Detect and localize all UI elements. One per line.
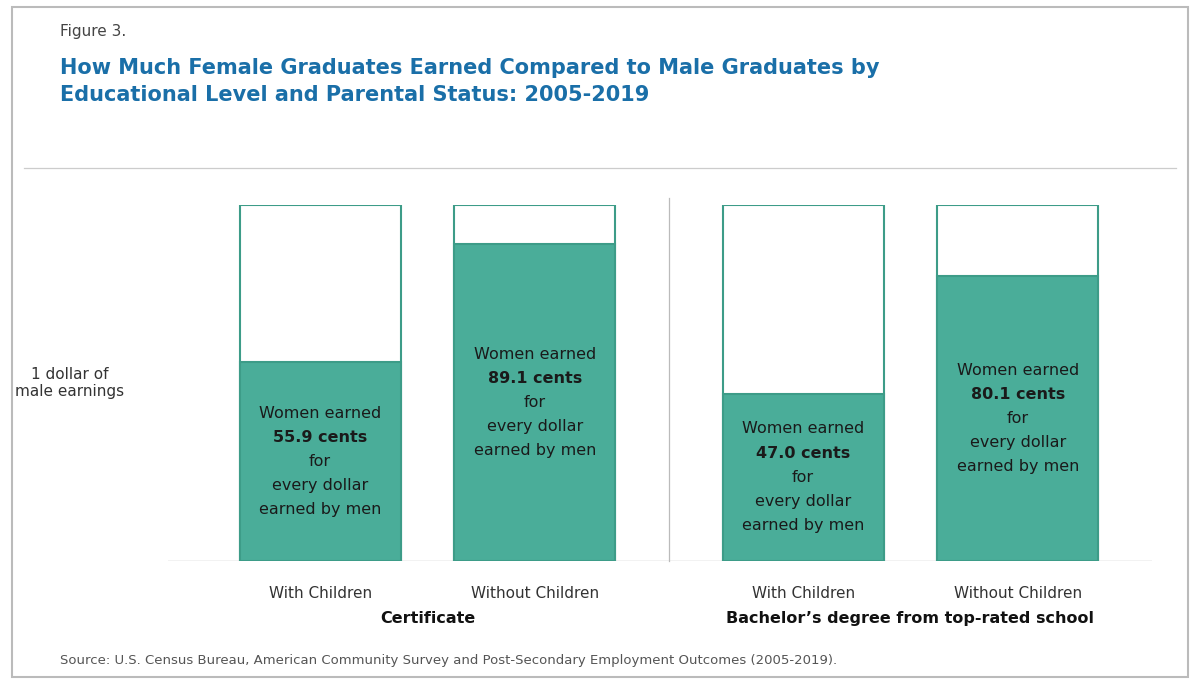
Text: every dollar: every dollar bbox=[487, 419, 583, 434]
Bar bbox=[722, 205, 883, 561]
Text: Women earned: Women earned bbox=[742, 421, 864, 436]
Text: 89.1 cents: 89.1 cents bbox=[487, 371, 582, 386]
Bar bbox=[455, 205, 616, 561]
Text: Without Children: Without Children bbox=[954, 586, 1082, 601]
Text: 55.9 cents: 55.9 cents bbox=[272, 430, 367, 445]
Bar bbox=[240, 205, 401, 561]
Text: With Children: With Children bbox=[751, 586, 854, 601]
Text: Women earned: Women earned bbox=[474, 347, 596, 362]
Text: earned by men: earned by men bbox=[742, 518, 864, 533]
Text: Figure 3.: Figure 3. bbox=[60, 24, 126, 39]
Text: for: for bbox=[310, 454, 331, 469]
Text: for: for bbox=[523, 395, 546, 410]
Text: earned by men: earned by men bbox=[956, 459, 1079, 474]
Bar bbox=[722, 394, 883, 561]
Text: With Children: With Children bbox=[269, 586, 372, 601]
Text: 80.1 cents: 80.1 cents bbox=[971, 386, 1064, 402]
Text: every dollar: every dollar bbox=[755, 494, 851, 509]
Text: Bachelor’s degree from top-rated school: Bachelor’s degree from top-rated school bbox=[726, 611, 1094, 626]
Text: Certificate: Certificate bbox=[379, 611, 475, 626]
Text: earned by men: earned by men bbox=[474, 443, 596, 458]
Text: How Much Female Graduates Earned Compared to Male Graduates by
Educational Level: How Much Female Graduates Earned Compare… bbox=[60, 58, 880, 105]
Text: for: for bbox=[792, 470, 814, 485]
Text: 1 dollar of
male earnings: 1 dollar of male earnings bbox=[16, 367, 124, 399]
Text: Without Children: Without Children bbox=[470, 586, 599, 601]
Text: every dollar: every dollar bbox=[970, 435, 1066, 450]
Bar bbox=[455, 244, 616, 561]
Text: every dollar: every dollar bbox=[272, 478, 368, 493]
Text: earned by men: earned by men bbox=[259, 502, 382, 517]
Bar bbox=[240, 362, 401, 561]
Bar bbox=[937, 205, 1098, 561]
Text: 47.0 cents: 47.0 cents bbox=[756, 445, 851, 460]
Text: for: for bbox=[1007, 411, 1028, 426]
Bar bbox=[937, 276, 1098, 561]
Text: Source: U.S. Census Bureau, American Community Survey and Post-Secondary Employm: Source: U.S. Census Bureau, American Com… bbox=[60, 654, 838, 667]
Text: Women earned: Women earned bbox=[956, 363, 1079, 378]
Text: Women earned: Women earned bbox=[259, 406, 382, 421]
